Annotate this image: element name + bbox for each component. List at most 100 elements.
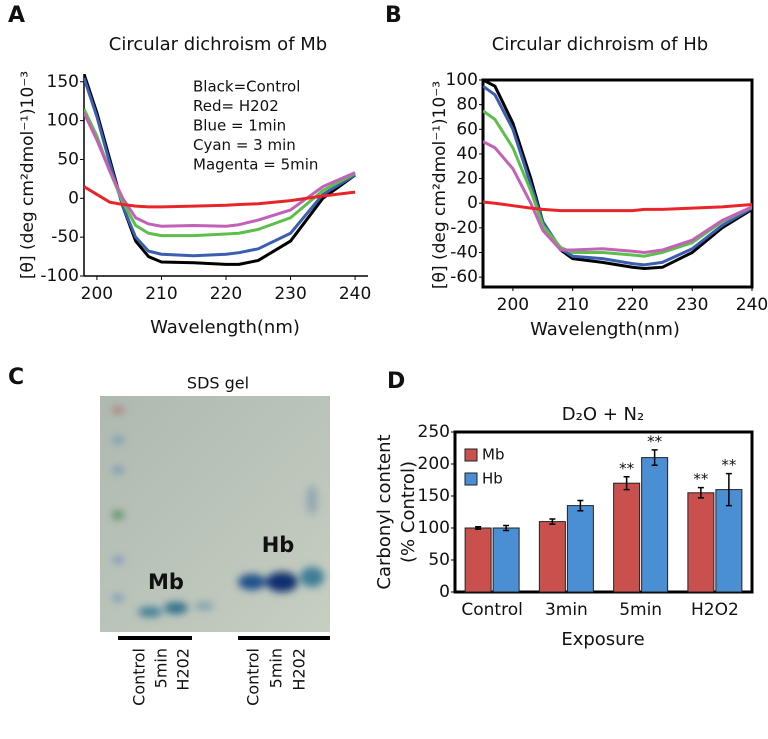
y-tick-label: 40 <box>456 144 478 164</box>
panel-label: B <box>385 3 402 28</box>
bar <box>566 505 594 593</box>
error-bar <box>549 518 556 525</box>
y-tick-label: 80 <box>456 95 478 115</box>
x-tick-label: Control <box>461 600 522 620</box>
chart-title: Circular dichroism of Hb <box>492 34 708 55</box>
x-tick-label: 220 <box>616 295 648 315</box>
x-tick-label: 3min <box>545 600 588 620</box>
y-tick-label: 60 <box>456 119 478 139</box>
chart-title: Circular dichroism of Mb <box>109 34 327 55</box>
legend-swatch <box>464 448 478 462</box>
y-tick-label: 100 <box>47 111 79 131</box>
lane-label: Control <box>244 648 263 706</box>
y-tick-label: -20 <box>450 218 478 238</box>
lane-label: H202 <box>174 648 193 691</box>
annotation: Red= H202 <box>193 97 279 115</box>
annotation: Cyan = 3 min <box>193 136 296 154</box>
bar <box>492 527 520 593</box>
y-tick-label: 100 <box>418 518 450 538</box>
error-bar <box>651 449 658 467</box>
x-tick-label: 5min <box>619 600 662 620</box>
data-line <box>483 140 752 254</box>
legend-label: Mb <box>482 446 504 464</box>
bar <box>464 527 492 593</box>
annotation: Black=Control <box>193 78 300 96</box>
error-bar <box>577 499 584 512</box>
y-tick-label: -40 <box>450 243 478 263</box>
gel-image <box>100 396 330 632</box>
significance: ** <box>693 470 709 488</box>
lane-label: 5min <box>267 648 286 688</box>
data-line <box>84 185 356 209</box>
gel-panel: C SDS gel Mb Hb <box>8 365 330 640</box>
x-tick-label: 240 <box>339 284 371 304</box>
gel-title: SDS gel <box>187 374 249 393</box>
data-line <box>483 200 752 213</box>
legend-label: Hb <box>482 470 503 488</box>
band-label: Mb <box>148 570 184 594</box>
y-tick-label: 0 <box>439 582 450 602</box>
data-line <box>483 80 752 271</box>
bar <box>613 482 641 593</box>
y-axis-label: [θ] (deg cm²dmol⁻¹)10⁻³ <box>18 71 38 279</box>
x-tick-label: 220 <box>210 284 242 304</box>
x-axis-label: Exposure <box>561 629 644 650</box>
y-tick-label: 50 <box>428 550 450 570</box>
error-bar <box>623 476 630 491</box>
significance: ** <box>619 459 635 477</box>
y-tick-label: 150 <box>418 486 450 506</box>
y-tick-label: 0 <box>68 188 79 208</box>
x-tick-label: 200 <box>497 295 529 315</box>
x-axis-label: Wavelength(nm) <box>530 319 680 340</box>
y-tick-label: -100 <box>40 266 79 286</box>
annotation: Blue = 1min <box>193 117 286 135</box>
panel-label: C <box>8 365 24 390</box>
data-line <box>483 109 752 258</box>
lane-label: Control <box>130 648 149 706</box>
y-tick-label: -50 <box>51 227 79 247</box>
band-label: Hb <box>262 533 295 557</box>
y-tick-label: 200 <box>418 454 450 474</box>
y-tick-label: 150 <box>47 72 79 92</box>
x-axis-label: Wavelength(nm) <box>150 317 300 338</box>
lane-label: H202 <box>290 648 309 691</box>
bar <box>538 521 566 593</box>
error-bar <box>725 472 732 507</box>
y-tick-label: 0 <box>467 193 478 213</box>
data-line <box>483 84 752 267</box>
panel-label: D <box>387 369 405 394</box>
y-axis-label: [θ] (deg cm²dmol⁻¹)10⁻³ <box>430 81 450 289</box>
lane-label: 5min <box>152 648 171 688</box>
annotation: Magenta = 5min <box>193 156 318 174</box>
error-bar <box>475 525 482 531</box>
significance: ** <box>721 456 737 474</box>
y-tick-label: 250 <box>418 422 450 442</box>
y-tick-label: 100 <box>446 70 478 90</box>
chart-title: D₂O + N₂ <box>562 404 644 425</box>
x-tick-label: 210 <box>556 295 588 315</box>
x-tick-label: 240 <box>736 295 768 315</box>
data-line <box>84 77 356 258</box>
y-tick-label: -60 <box>450 267 478 287</box>
y-axis-label: Carbonyl content <box>374 434 395 589</box>
data-line <box>84 112 356 228</box>
x-tick-label: 230 <box>274 284 306 304</box>
x-tick-label: 230 <box>676 295 708 315</box>
x-tick-label: 210 <box>145 284 177 304</box>
significance: ** <box>647 432 663 450</box>
y-tick-label: 20 <box>456 169 478 189</box>
plot-frame <box>453 430 754 594</box>
gel-bands <box>112 407 324 617</box>
y-tick-label: 50 <box>57 149 79 169</box>
x-tick-label: 200 <box>81 284 113 304</box>
bar <box>641 457 669 593</box>
error-bar <box>697 486 704 499</box>
legend-swatch <box>464 472 478 486</box>
plot-frame <box>481 78 754 289</box>
panel-label: A <box>8 3 25 28</box>
bar <box>687 492 715 593</box>
x-tick-label: H2O2 <box>691 600 739 620</box>
y-axis-label: (% Control) <box>398 461 419 563</box>
error-bar <box>503 524 510 532</box>
